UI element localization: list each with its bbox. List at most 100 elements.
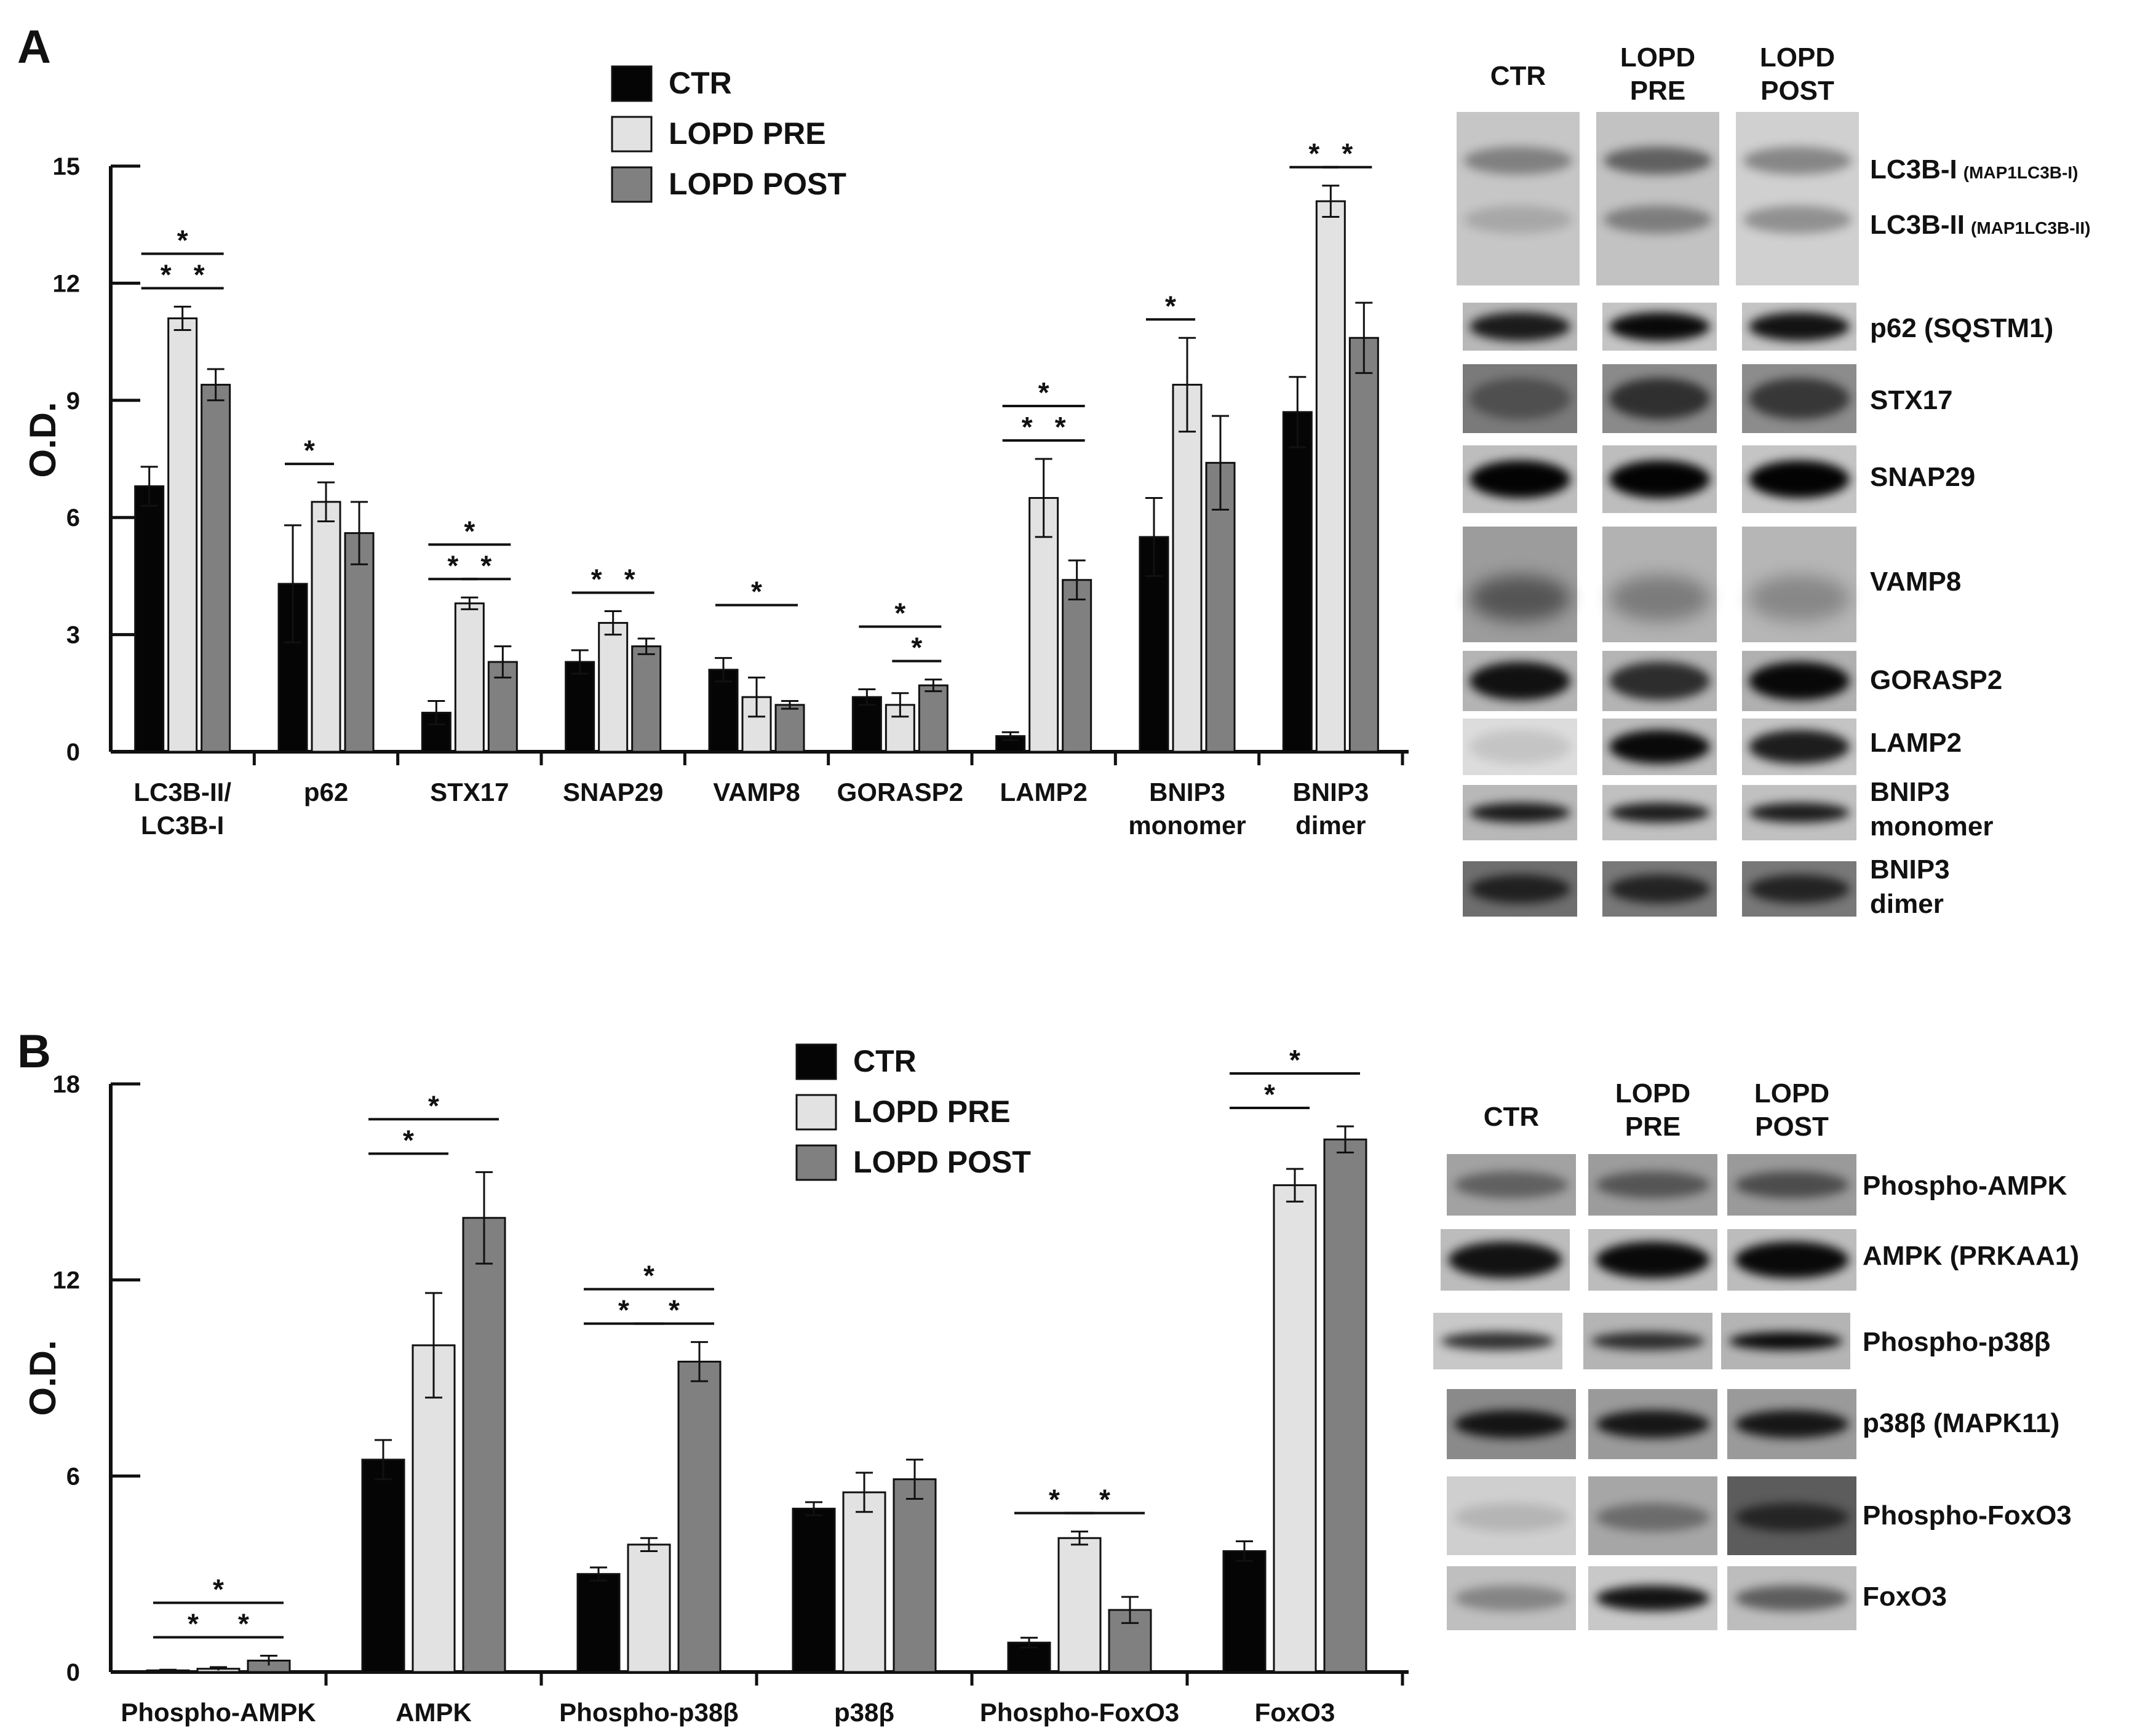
blot-lane	[1602, 303, 1717, 351]
blot-band	[1470, 378, 1570, 420]
blot-lane-background	[1736, 112, 1859, 285]
significance-star: *	[1289, 1044, 1300, 1076]
significance-star: *	[1055, 411, 1066, 443]
bar-lopd-post	[344, 532, 375, 753]
blot-lane	[1727, 1476, 1856, 1555]
significance-star: *	[1308, 138, 1319, 170]
blot-band	[1470, 661, 1570, 701]
blot-column-header: LOPD	[1620, 42, 1695, 73]
x-category-label: FoxO3	[1255, 1698, 1335, 1727]
blot-band	[1448, 1241, 1562, 1278]
bar-lopd-post	[631, 645, 662, 753]
legend-label: CTR	[669, 66, 732, 100]
y-tick-label: 15	[53, 153, 81, 180]
bar-lopd-post	[462, 1217, 506, 1673]
blot-row-label: Phospho-AMPK	[1863, 1171, 2067, 1201]
significance-star: *	[238, 1607, 249, 1639]
blot-lane	[1463, 651, 1577, 711]
bar-lopd-pre	[842, 1491, 886, 1673]
y-tick-label: 9	[66, 388, 80, 415]
blot-band	[1464, 146, 1572, 175]
blot-lane	[1742, 651, 1856, 711]
legend-label: LOPD PRE	[853, 1094, 1011, 1129]
blot-band	[1735, 1503, 1849, 1532]
x-category-label: BNIP3	[1149, 778, 1225, 806]
significance-star: *	[177, 224, 188, 256]
x-category-label: GORASP2	[837, 778, 963, 806]
blot-row-label: Phospho-p38β	[1863, 1327, 2051, 1357]
blot-lane	[1441, 1229, 1570, 1291]
blot-lane	[1463, 785, 1577, 840]
blot-lane	[1602, 861, 1717, 917]
blot-lane	[1588, 1389, 1717, 1459]
blot-lane	[1736, 112, 1859, 285]
legend-swatch	[795, 1144, 837, 1181]
legend-swatch	[611, 166, 653, 203]
blot-band	[1454, 1585, 1569, 1611]
blot-lane	[1742, 445, 1856, 513]
blot-lane	[1447, 1154, 1576, 1216]
blot-band	[1749, 874, 1850, 904]
y-tick-label: 12	[53, 270, 81, 297]
x-category-label: Phospho-FoxO3	[980, 1698, 1179, 1727]
blot-lane	[1457, 112, 1580, 285]
blot-column-header: POST	[1755, 1112, 1829, 1142]
x-category-label: p38β	[834, 1698, 894, 1727]
significance-star: *	[591, 563, 602, 595]
blot-band	[1591, 1332, 1705, 1350]
bar-lopd-pre	[1172, 383, 1203, 753]
blot-row-label: Phospho-FoxO3	[1863, 1500, 2072, 1531]
y-tick-label: 12	[53, 1267, 81, 1294]
significance-star: *	[618, 1294, 629, 1326]
blot-band	[1470, 312, 1570, 341]
blot-lane-background	[1457, 112, 1580, 285]
blot-lane	[1742, 364, 1856, 433]
x-category-label: VAMP8	[713, 778, 800, 806]
blot-lane	[1742, 719, 1856, 775]
blot-row-label: SNAP29	[1870, 462, 1975, 492]
blot-lane	[1727, 1566, 1856, 1630]
blot-row-label-gene: (MAP1LC3B-I)	[1963, 163, 2078, 182]
blot-lane	[1602, 364, 1717, 433]
blot-band	[1596, 1503, 1710, 1532]
blot-lane	[1583, 1313, 1712, 1369]
significance-star: *	[1264, 1078, 1275, 1110]
blot-lane	[1463, 303, 1577, 351]
blot-band	[1470, 802, 1570, 823]
bar-lopd-pre	[454, 602, 485, 753]
blot-band	[1743, 205, 1852, 234]
bar-lopd-post	[893, 1478, 937, 1673]
significance-star: *	[1049, 1484, 1060, 1516]
x-category-label: p62	[304, 778, 348, 806]
legend-label: CTR	[853, 1044, 917, 1078]
blot-lane	[1463, 719, 1577, 775]
significance-star: *	[894, 597, 905, 629]
blot-band	[1609, 730, 1710, 764]
blot-lane	[1433, 1313, 1562, 1369]
significance-star: *	[643, 1260, 654, 1292]
legend-swatch	[795, 1094, 837, 1131]
bar-lopd-post	[201, 383, 231, 753]
blot-lane	[1727, 1229, 1856, 1291]
legend-label: LOPD POST	[669, 167, 846, 201]
bar-lopd-pre	[412, 1344, 456, 1673]
x-category-label: AMPK	[396, 1698, 472, 1727]
bar-lopd-pre	[627, 1543, 671, 1673]
significance-star: *	[1165, 290, 1176, 322]
blot-band	[1596, 1171, 1710, 1198]
panel-b-bar-chart: B O.D. 0 6 12 18 Phospho-AMPK AMPK Phospho-p38β p…	[17, 1025, 1409, 1727]
blot-band	[1609, 874, 1710, 904]
blot-band	[1470, 874, 1570, 904]
bar-ctr	[361, 1459, 405, 1673]
blot-band	[1454, 1503, 1569, 1532]
blot-lane	[1588, 1229, 1717, 1291]
blot-band	[1441, 1332, 1555, 1350]
x-category-label: LAMP2	[1000, 778, 1087, 806]
bar-ctr	[851, 696, 882, 753]
blot-lane	[1727, 1389, 1856, 1459]
blot-band	[1735, 1410, 1849, 1438]
blot-band	[1749, 802, 1850, 823]
bar-ctr	[792, 1507, 836, 1673]
